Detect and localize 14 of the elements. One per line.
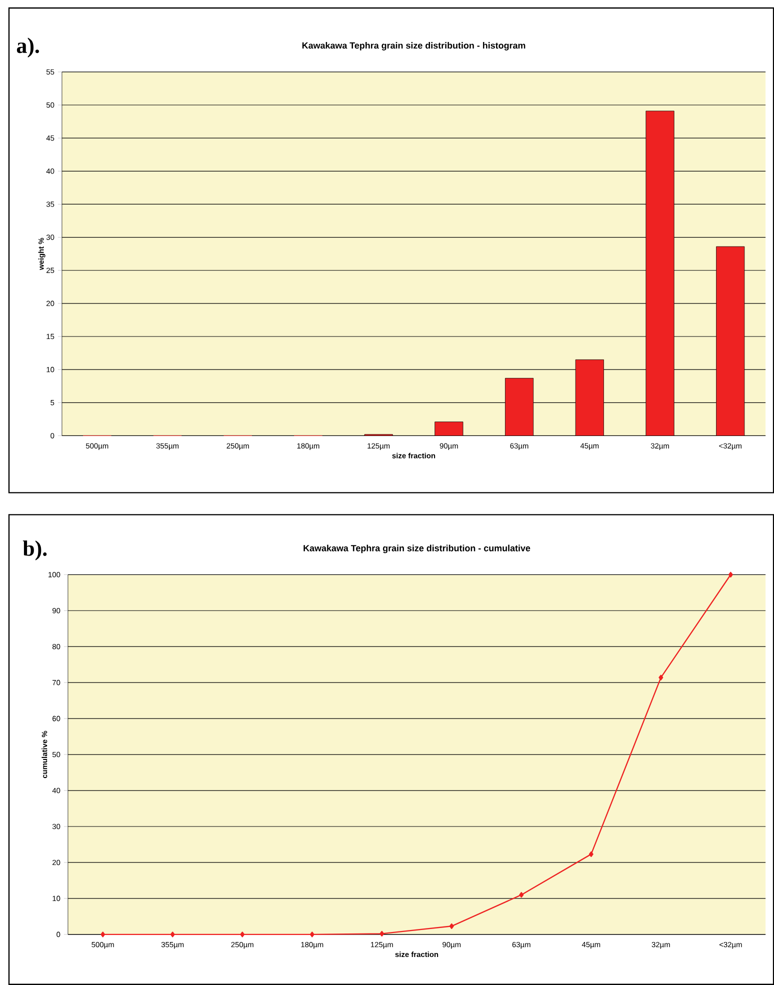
point: [380, 930, 384, 937]
point: [100, 932, 106, 938]
point: [728, 572, 733, 578]
text: b).: [22, 540, 47, 560]
point: [588, 851, 594, 857]
chart-title: Kawakawa Tephra grain size distribution - histogram: [302, 42, 526, 50]
chart-title: Kawakawa Tephra grain size distribution - cumulative: [304, 544, 530, 554]
text: a).: [16, 38, 39, 58]
point: [449, 923, 454, 929]
point: [310, 932, 314, 938]
point: [240, 932, 245, 938]
point: [519, 892, 524, 898]
point: [170, 932, 175, 938]
point: [658, 674, 664, 680]
